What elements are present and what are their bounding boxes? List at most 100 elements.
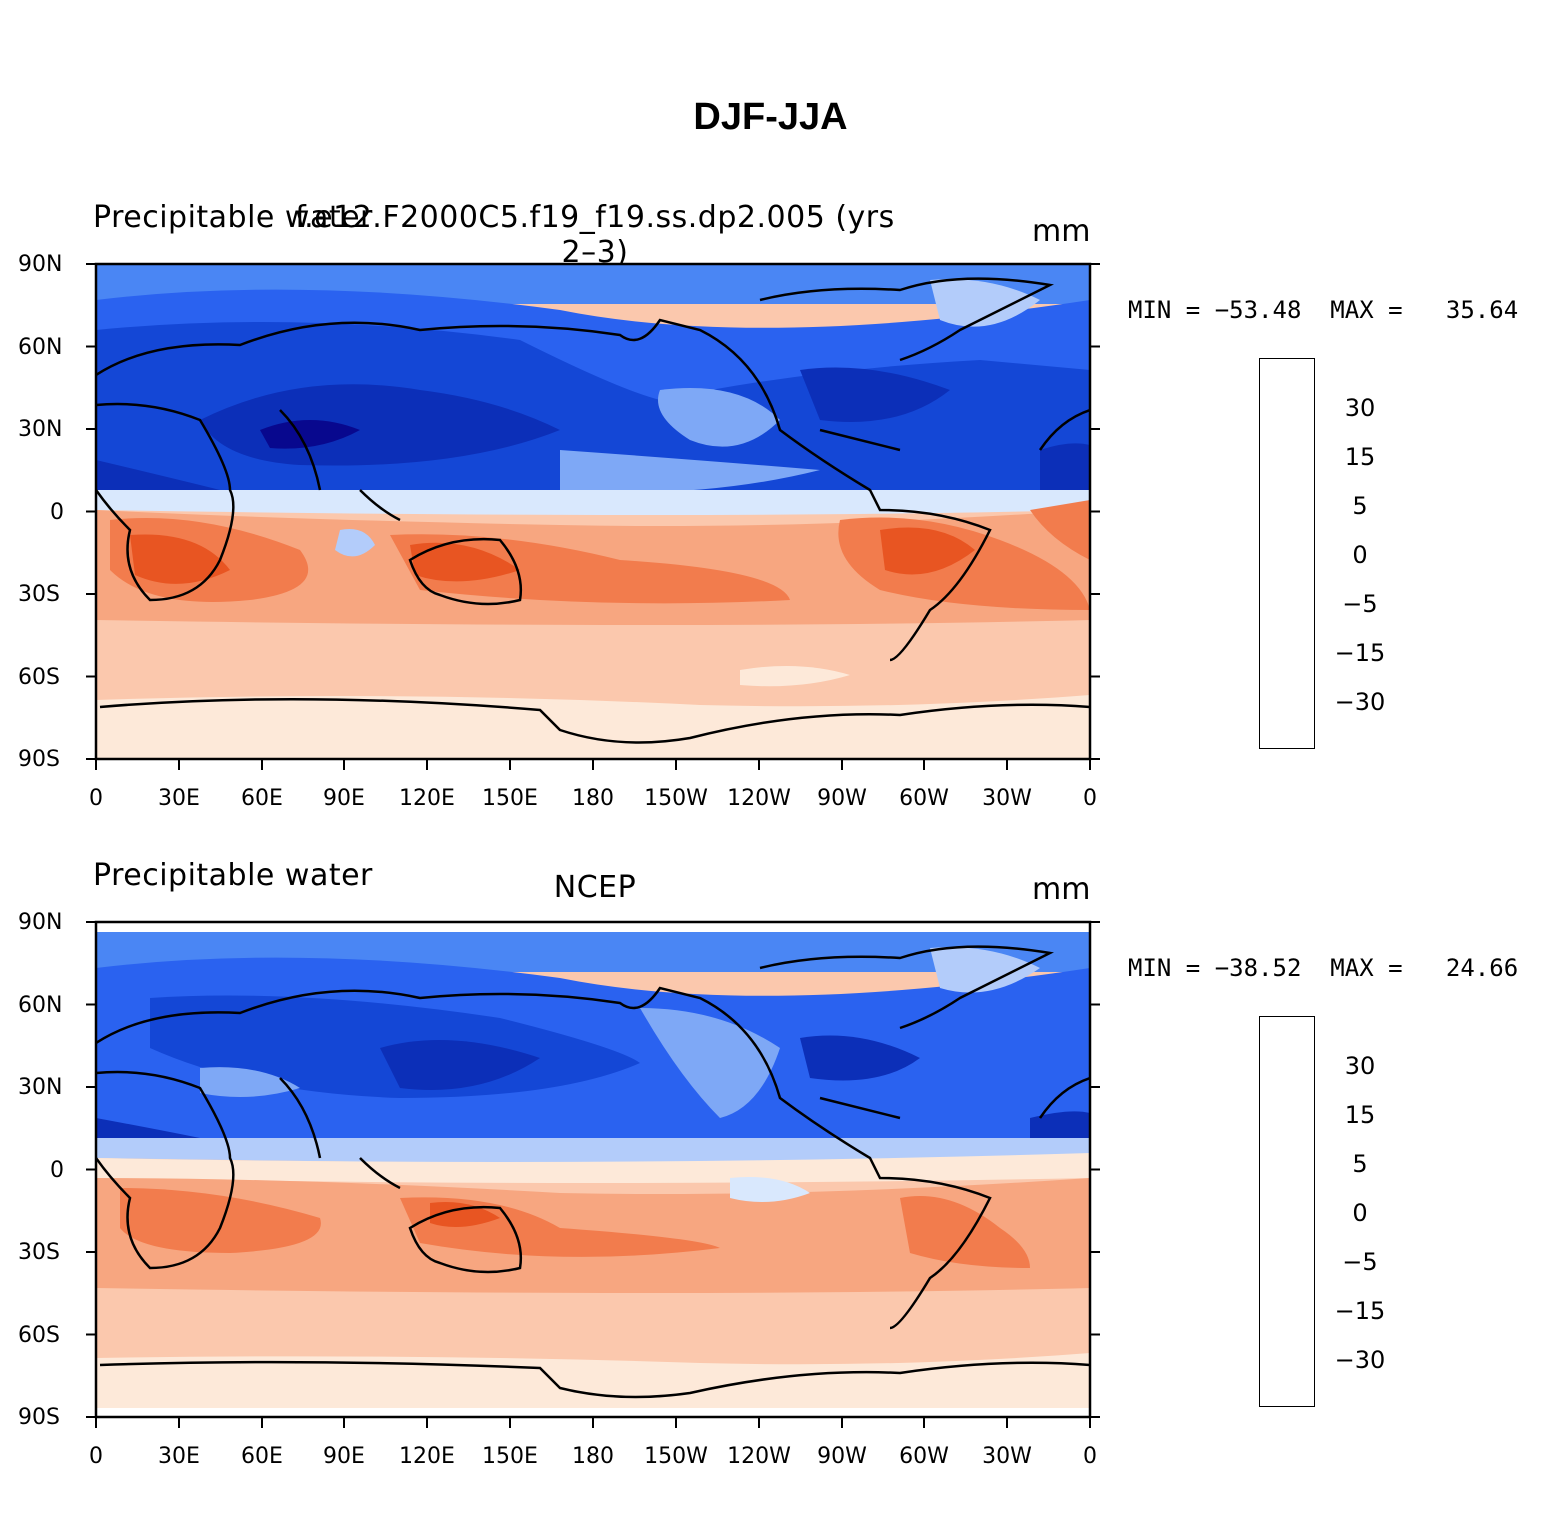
figure-title: DJF-JJA bbox=[693, 96, 848, 138]
equator-light bbox=[96, 490, 1090, 515]
africa-red bbox=[120, 1188, 321, 1253]
contour-map bbox=[86, 920, 1100, 1428]
lon-tick: 0 bbox=[1083, 1444, 1097, 1469]
lon-tick: 180 bbox=[572, 1444, 614, 1469]
npacific-light bbox=[640, 1008, 780, 1118]
observation-panel: Precipitable water NCEP mm bbox=[0, 848, 1541, 1508]
australia-red bbox=[390, 534, 790, 604]
colorbar-label: −15 bbox=[1334, 1297, 1386, 1325]
panel-case-label: f.e12.F2000C5.f19_f19.ss.dp2.005 (yrs 2–… bbox=[295, 200, 895, 270]
lon-tick: 0 bbox=[1083, 786, 1097, 811]
model-panel: f.e12.F2000C5.f19_f19.ss.dp2.005 (yrs 2–… bbox=[0, 190, 1541, 850]
lon-tick: 30E bbox=[158, 786, 200, 811]
npacific-light bbox=[658, 388, 780, 447]
lon-tick: 90E bbox=[323, 1444, 365, 1469]
lon-tick: 150W bbox=[644, 1444, 708, 1469]
colorbar-label: 0 bbox=[1352, 541, 1368, 569]
lon-tick: 0 bbox=[89, 1444, 103, 1469]
lat-tick: 60S bbox=[18, 1323, 60, 1348]
namerica-max bbox=[800, 367, 950, 422]
colorbar-label: 30 bbox=[1344, 1052, 1376, 1080]
lon-tick: 30W bbox=[982, 1444, 1032, 1469]
colorbar-label: 0 bbox=[1352, 1199, 1368, 1227]
lon-tick: 90W bbox=[817, 1444, 867, 1469]
lon-tick: 30W bbox=[982, 786, 1032, 811]
antarctic-band bbox=[96, 1353, 1090, 1408]
colorbar-label: −15 bbox=[1334, 639, 1386, 667]
lon-tick: 60E bbox=[241, 786, 283, 811]
lon-tick: 120E bbox=[399, 786, 455, 811]
panel-case-label: NCEP bbox=[553, 870, 637, 905]
lat-tick: 0 bbox=[50, 500, 64, 525]
colorbar bbox=[1259, 358, 1315, 749]
lon-tick: 120E bbox=[399, 1444, 455, 1469]
max-value: MAX = 35.64 bbox=[1330, 296, 1519, 324]
indian-ocean-blue bbox=[335, 529, 375, 557]
lat-tick: 90S bbox=[18, 1405, 60, 1430]
lat-tick: 30N bbox=[18, 1075, 63, 1100]
lon-tick: 90W bbox=[817, 786, 867, 811]
lat-tick: 90S bbox=[18, 747, 60, 772]
colorbar-label: −30 bbox=[1334, 688, 1386, 716]
equator-light bbox=[96, 1138, 1090, 1163]
min-max-readout: MIN = −38.52 MAX = 24.66 bbox=[1128, 954, 1518, 982]
lon-tick: 0 bbox=[89, 786, 103, 811]
colorbar-label: 15 bbox=[1344, 443, 1376, 471]
lon-tick: 60E bbox=[241, 1444, 283, 1469]
africa-nh-band bbox=[96, 460, 220, 495]
colorbar-label: −5 bbox=[1342, 1248, 1378, 1276]
namerica-max bbox=[800, 1035, 920, 1081]
asia-max bbox=[380, 1040, 540, 1090]
lon-tick: 120W bbox=[727, 1444, 791, 1469]
min-value: MIN = −38.52 bbox=[1128, 954, 1302, 982]
antarctic-band bbox=[96, 695, 1090, 759]
colorbar-label: −30 bbox=[1334, 1346, 1386, 1374]
min-value: MIN = −53.48 bbox=[1128, 296, 1302, 324]
lat-tick: 30S bbox=[18, 582, 60, 607]
tick-marks bbox=[86, 921, 1100, 1428]
lat-tick: 30N bbox=[18, 417, 63, 442]
lon-tick: 150E bbox=[482, 1444, 538, 1469]
colorbar-label: 5 bbox=[1352, 492, 1368, 520]
greenland-light bbox=[930, 279, 1040, 327]
lon-tick: 150E bbox=[482, 786, 538, 811]
panel-variable-label: Precipitable water bbox=[93, 200, 373, 235]
africa-core bbox=[130, 534, 230, 584]
epacific-blue bbox=[730, 1177, 810, 1202]
so-light bbox=[740, 666, 850, 687]
atlantic-red bbox=[1030, 500, 1090, 560]
lon-tick: 120W bbox=[727, 786, 791, 811]
colorbar-label: 15 bbox=[1344, 1101, 1376, 1129]
lat-tick: 0 bbox=[50, 1158, 64, 1183]
australia-core bbox=[410, 542, 520, 582]
lon-tick: 30E bbox=[158, 1444, 200, 1469]
asia-core bbox=[260, 420, 360, 449]
lon-tick: 60W bbox=[899, 786, 949, 811]
samerica-red bbox=[900, 1196, 1030, 1268]
min-max-readout: MIN = −53.48 MAX = 35.64 bbox=[1128, 296, 1518, 324]
lon-tick: 180 bbox=[572, 786, 614, 811]
colorbar-label: −5 bbox=[1342, 590, 1378, 618]
coastlines bbox=[96, 945, 1090, 1399]
colorbar-label: 30 bbox=[1344, 394, 1376, 422]
panel-variable-label: Precipitable water bbox=[93, 858, 373, 893]
lat-tick: 60N bbox=[18, 993, 63, 1018]
equator-white bbox=[96, 1153, 1090, 1183]
lat-tick: 60N bbox=[18, 335, 63, 360]
atlantic-nh-band bbox=[1040, 443, 1090, 495]
lat-tick: 60S bbox=[18, 665, 60, 690]
lat-tick: 90N bbox=[18, 910, 63, 935]
lat-tick: 30S bbox=[18, 1240, 60, 1265]
colorbar bbox=[1259, 1016, 1315, 1407]
lat-tick: 90N bbox=[18, 252, 63, 277]
contour-map bbox=[86, 262, 1100, 770]
colorbar-label: 5 bbox=[1352, 1150, 1368, 1178]
lon-tick: 90E bbox=[323, 786, 365, 811]
greenland-light bbox=[930, 947, 1040, 993]
samerica-core bbox=[880, 527, 975, 575]
australia-core bbox=[430, 1202, 500, 1227]
lon-tick: 60W bbox=[899, 1444, 949, 1469]
tick-marks bbox=[86, 263, 1100, 770]
max-value: MAX = 24.66 bbox=[1330, 954, 1519, 982]
panel-units-label: mm bbox=[1032, 214, 1091, 249]
